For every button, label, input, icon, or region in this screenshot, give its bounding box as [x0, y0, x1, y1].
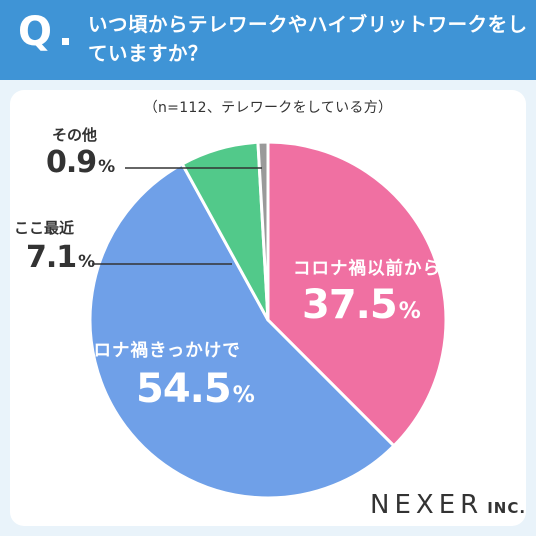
leader-lines: [92, 167, 262, 265]
question-text: いつ頃からテレワークやハイブリットワークをしていますか？: [88, 13, 528, 65]
pct-sign-other: %: [98, 157, 116, 177]
label-covid-trigger-value: 54.5%: [136, 366, 255, 412]
question-q-dot: [62, 38, 69, 45]
value-covid-trigger: 54.5: [136, 366, 232, 412]
slice-covid-trigger: [88, 162, 396, 500]
pie-slices: [88, 140, 448, 500]
value-before-covid: 37.5: [302, 282, 398, 328]
label-covid-trigger-name: コロナ禍きっかけで: [75, 341, 241, 361]
logo-brand: NEXER: [370, 490, 484, 520]
value-recent: 7.1: [26, 240, 77, 275]
pct-sign-before-covid: %: [398, 299, 421, 324]
slice-other: [256, 140, 270, 322]
label-other-name: その他: [52, 126, 98, 144]
label-recent-name: ここ最近: [14, 219, 75, 237]
question-header: Q いつ頃からテレワークやハイブリットワークをしていますか？: [0, 0, 536, 80]
label-recent-value: 7.1%: [26, 240, 95, 275]
label-before-covid-value: 37.5%: [302, 282, 421, 328]
label-before-covid-name: コロナ禍以前から: [293, 259, 441, 279]
label-other-value: 0.9%: [46, 145, 115, 180]
nexer-logo: NEXER INC.: [370, 490, 526, 520]
pct-sign-recent: %: [78, 252, 96, 272]
pct-sign-covid-trigger: %: [232, 383, 255, 408]
sample-note: （n=112、テレワークをしている方）: [143, 100, 393, 116]
logo-suffix: INC.: [487, 499, 527, 517]
value-other: 0.9: [46, 145, 97, 180]
slice-before-covid: [266, 140, 448, 448]
question-q-mark: Q: [18, 9, 53, 55]
